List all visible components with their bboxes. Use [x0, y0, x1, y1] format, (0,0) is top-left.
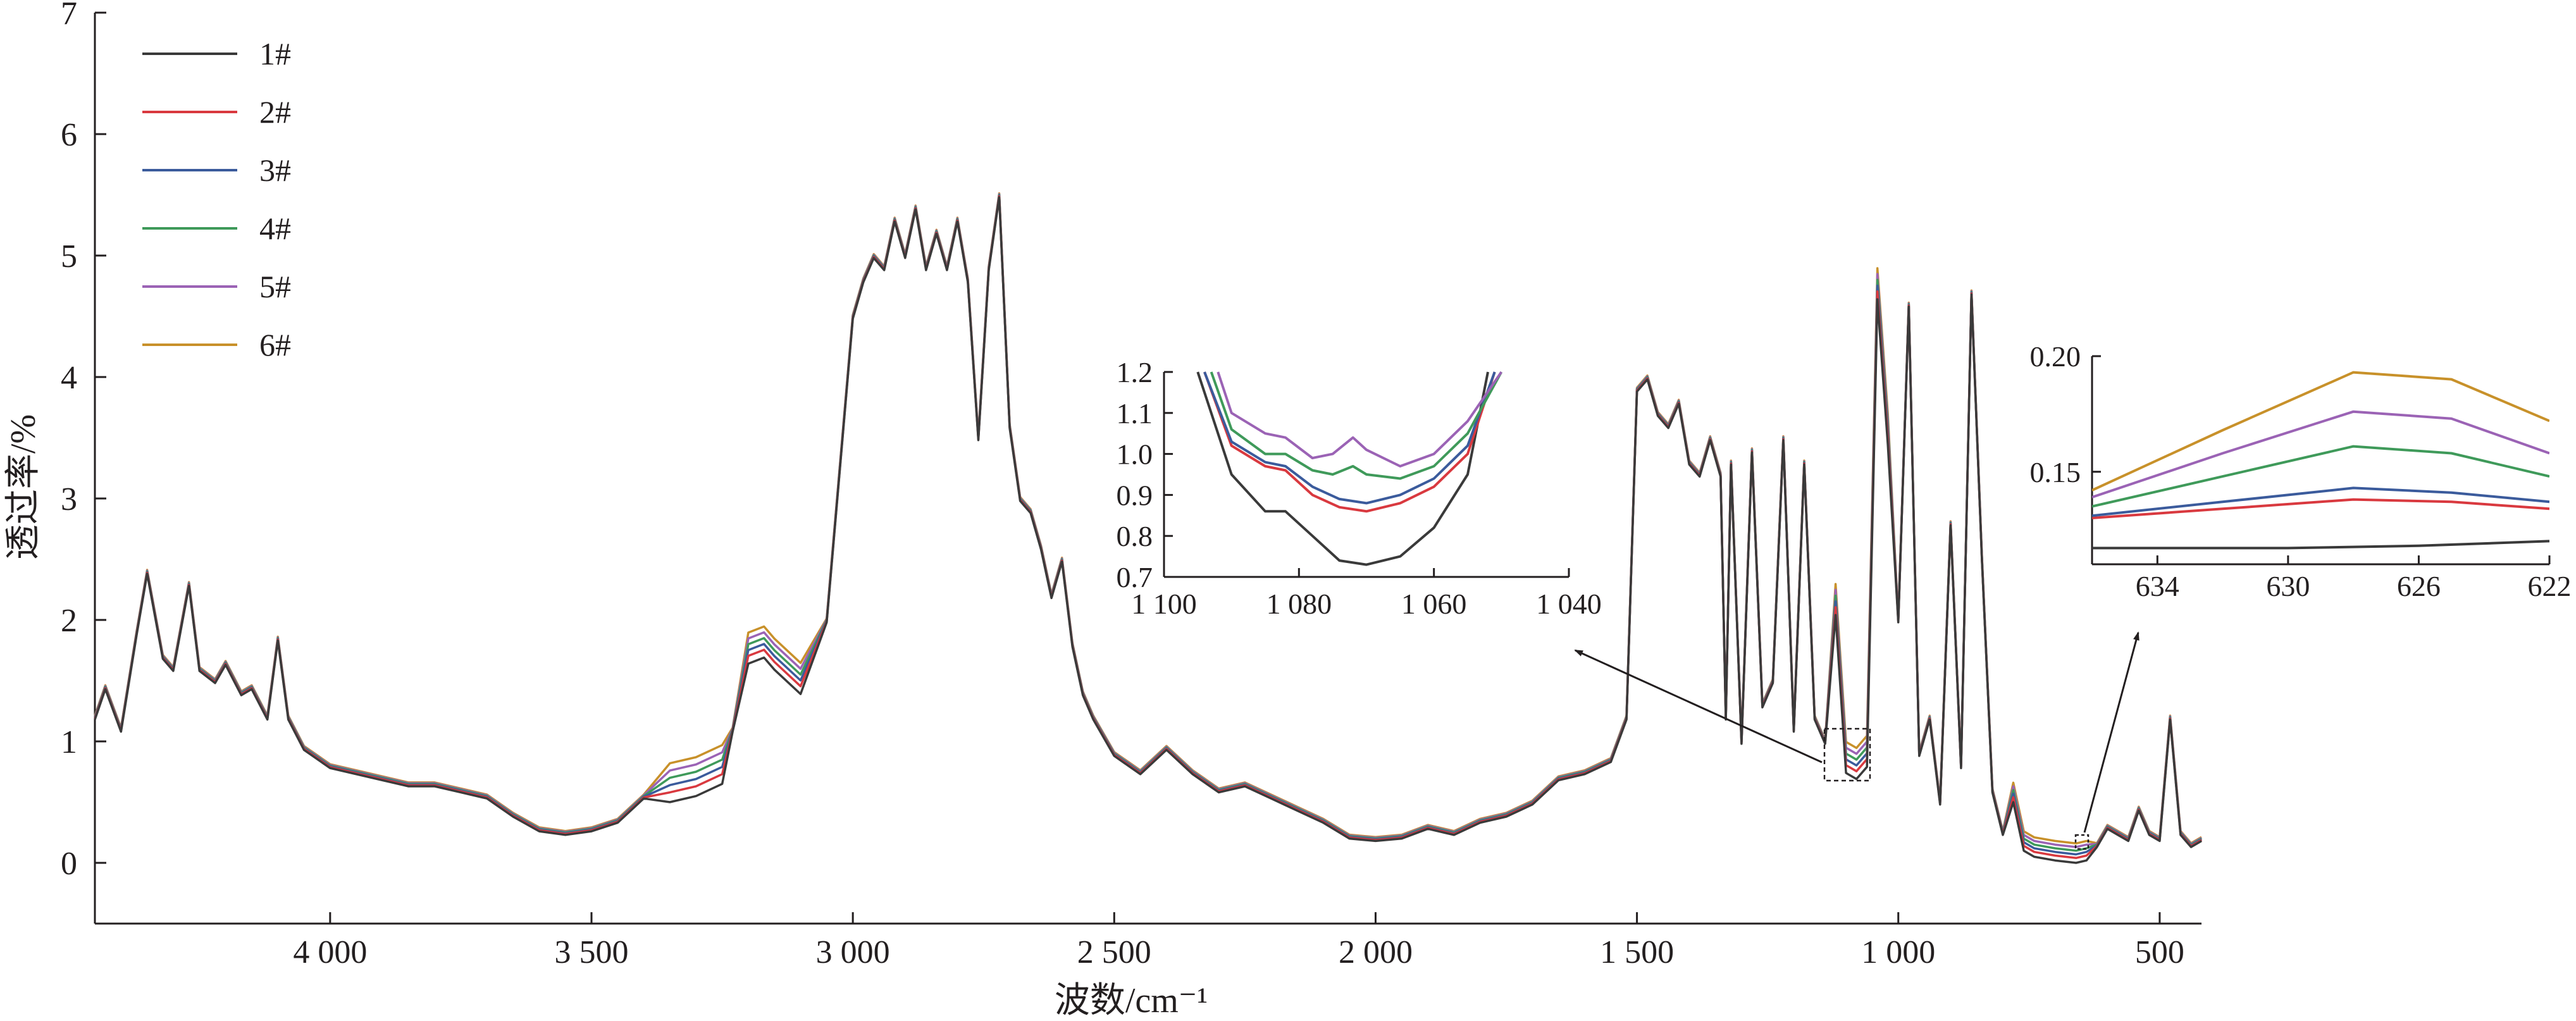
inset-y-tick-label: 0.20 [2030, 340, 2081, 373]
series-line-6 [94, 192, 2202, 845]
main-plot-area: 0 1 2 3 4 5 6 7 4 000 3 500 3 000 2 500 2 000 1 500 1 … [61, 0, 2202, 970]
x-axis-title: 波数/cm⁻¹ [1055, 981, 1208, 1020]
zoom-arrow-1080 [1574, 649, 1823, 764]
zoom-annotations [1574, 631, 2139, 850]
legend-label: 1# [259, 36, 291, 71]
y-tick-label: 5 [61, 238, 77, 275]
x-tick-label: 4 000 [293, 934, 367, 970]
inset-x-tick-label: 622 [2528, 570, 2572, 602]
zoom-box-1080 [1823, 727, 1871, 782]
inset-x-tick-label: 1 080 [1266, 588, 1332, 620]
x-tick-label: 1 500 [1600, 934, 1674, 970]
inset-series-line-6 [2092, 371, 2549, 492]
legend-label: 4# [259, 211, 291, 246]
inset-series-line-4 [1210, 371, 1503, 480]
inset-x-tick-label: 1 100 [1131, 588, 1197, 620]
y-tick-label: 3 [61, 481, 77, 517]
inset-series-line-2 [2092, 498, 2549, 519]
y-tick-label: 2 [61, 603, 77, 639]
inset-630-plot: 0.15 0.20 634 630 626 622 [2030, 340, 2572, 602]
inset-series-line-4 [2092, 445, 2549, 508]
y-tick-label: 7 [61, 0, 77, 32]
y-tick-label: 6 [61, 117, 77, 153]
legend-label: 6# [259, 327, 291, 362]
inset-y-tick-label: 1.1 [1117, 397, 1153, 430]
y-tick-label: 0 [61, 846, 77, 882]
y-tick-label: 1 [61, 724, 77, 760]
inset-y-tick-label: 0.9 [1117, 479, 1153, 511]
inset-series-line-1 [2092, 540, 2549, 550]
series-line-1 [94, 196, 2202, 864]
y-tick-label: 4 [61, 360, 77, 396]
inset-1080-plot: 0.7 0.8 0.9 1.0 1.1 1.2 1 100 1 080 1 060 1 040 [1117, 356, 1602, 620]
x-tick-label: 2 000 [1339, 934, 1413, 970]
inset-series-line-5 [2092, 410, 2549, 498]
inset-y-tick-label: 0.15 [2030, 456, 2081, 488]
inset-y-tick-label: 0.7 [1117, 561, 1153, 593]
inset-series-line-3 [1203, 371, 1496, 505]
inset-series-line-5 [1217, 371, 1502, 467]
x-tick-label: 3 500 [554, 934, 628, 970]
x-tick-label: 1 000 [1861, 934, 1935, 970]
inset-x-tick-label: 1 060 [1401, 588, 1467, 620]
inset-x-tick-label: 634 [2136, 570, 2179, 602]
inset-y-tick-label: 1.2 [1117, 356, 1153, 388]
inset-x-tick-label: 1 040 [1536, 588, 1602, 620]
legend-label: 5# [259, 269, 291, 304]
x-tick-label: 500 [2135, 934, 2184, 970]
inset-series-line-2 [1203, 371, 1496, 513]
inset-series-line-3 [2092, 486, 2549, 517]
legend-label: 3# [259, 152, 291, 188]
zoom-arrow-630 [2083, 631, 2139, 833]
inset-x-tick-label: 626 [2397, 570, 2441, 602]
y-axis-title: 透过率/% [4, 414, 43, 560]
zoom-box-630 [2074, 834, 2090, 850]
legend: 1# 2# 3# 4# 5# 6# [142, 36, 291, 362]
inset-x-tick-label: 630 [2266, 570, 2310, 602]
inset-y-tick-label: 1.0 [1117, 438, 1153, 471]
inset-series-line-1 [1196, 371, 1489, 566]
legend-label: 2# [259, 94, 291, 130]
x-tick-label: 2 500 [1077, 934, 1151, 970]
inset-y-tick-label: 0.8 [1117, 520, 1153, 552]
x-tick-label: 3 000 [816, 934, 890, 970]
